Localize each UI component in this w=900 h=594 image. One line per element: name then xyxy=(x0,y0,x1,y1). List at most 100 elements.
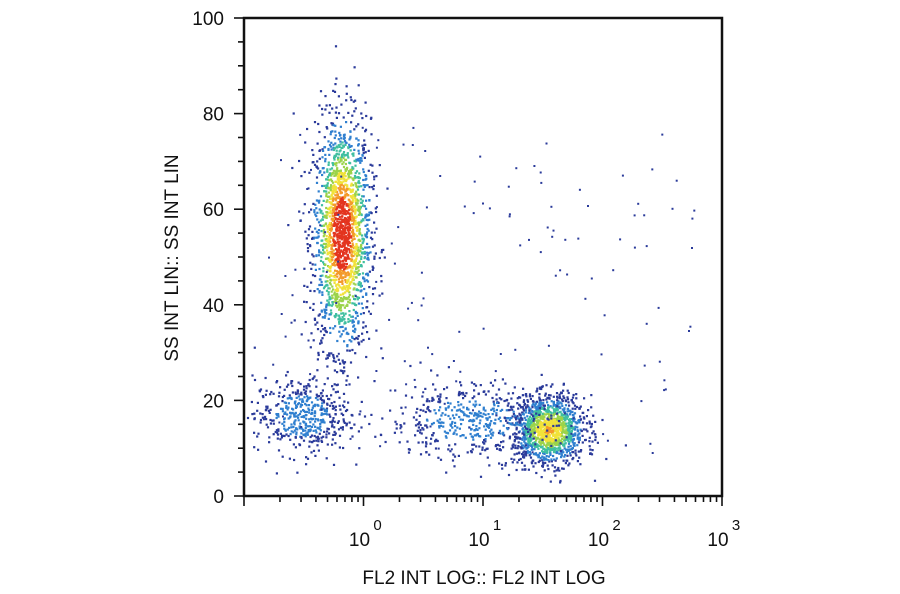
data-point xyxy=(321,252,324,255)
data-point xyxy=(293,402,296,405)
data-point xyxy=(555,424,558,427)
data-point xyxy=(547,406,550,410)
data-point xyxy=(289,412,292,415)
data-point xyxy=(555,447,558,450)
data-point xyxy=(258,389,261,392)
data-point xyxy=(526,400,530,403)
data-point xyxy=(578,456,581,459)
data-point xyxy=(568,404,571,407)
data-point xyxy=(532,465,535,468)
data-point xyxy=(319,90,323,93)
data-point xyxy=(306,457,310,460)
data-point xyxy=(316,395,319,398)
data-point xyxy=(354,221,357,224)
data-point xyxy=(334,214,337,217)
data-point xyxy=(417,319,420,322)
data-point xyxy=(350,269,353,272)
data-point xyxy=(469,432,472,436)
data-point xyxy=(485,417,488,420)
data-point xyxy=(325,433,328,436)
data-point xyxy=(350,246,353,249)
data-point xyxy=(535,444,538,447)
data-point xyxy=(489,381,492,384)
data-point xyxy=(361,199,364,202)
data-point xyxy=(290,430,293,433)
data-point xyxy=(334,185,337,188)
data-point xyxy=(337,156,340,159)
data-point xyxy=(341,209,344,212)
data-point xyxy=(515,468,518,472)
data-point xyxy=(289,433,292,436)
data-point xyxy=(343,258,346,261)
data-point xyxy=(458,408,461,411)
data-point xyxy=(561,435,564,438)
data-point xyxy=(420,304,423,307)
data-point xyxy=(649,442,652,445)
data-point xyxy=(329,279,333,282)
data-point xyxy=(529,415,532,418)
data-point xyxy=(311,406,314,409)
data-point xyxy=(351,214,354,217)
data-point xyxy=(576,434,579,437)
data-point xyxy=(458,415,461,419)
data-point xyxy=(566,438,569,441)
data-point xyxy=(344,235,347,238)
data-point xyxy=(537,434,540,437)
data-point xyxy=(520,444,524,447)
data-point xyxy=(327,428,330,431)
data-point xyxy=(315,230,318,233)
data-point xyxy=(539,443,542,446)
data-point xyxy=(342,252,345,255)
data-point xyxy=(560,431,564,434)
data-point xyxy=(330,201,333,204)
data-point xyxy=(351,242,354,245)
data-point xyxy=(326,269,329,272)
data-point xyxy=(306,250,310,253)
data-point xyxy=(688,330,690,332)
data-point xyxy=(527,426,530,429)
data-point xyxy=(416,407,419,410)
data-point xyxy=(478,427,481,430)
data-point xyxy=(325,126,328,129)
data-point xyxy=(269,408,272,411)
data-point xyxy=(313,415,316,418)
data-point xyxy=(401,412,404,415)
data-point xyxy=(318,208,321,211)
data-point xyxy=(590,406,593,409)
data-point xyxy=(356,225,359,228)
data-point xyxy=(537,447,540,450)
data-point xyxy=(342,254,345,257)
data-point xyxy=(539,421,542,424)
data-point xyxy=(479,419,482,422)
data-point xyxy=(352,282,355,285)
data-point xyxy=(550,444,553,448)
data-point xyxy=(494,370,497,373)
data-point xyxy=(534,446,537,449)
data-point xyxy=(342,236,345,239)
data-point xyxy=(543,418,546,421)
data-point xyxy=(365,273,368,276)
data-point xyxy=(286,413,289,416)
data-point xyxy=(661,133,664,136)
data-point xyxy=(541,416,544,419)
data-point xyxy=(325,436,328,439)
data-point xyxy=(566,454,569,457)
data-point xyxy=(300,404,304,407)
data-point xyxy=(336,240,339,243)
data-point xyxy=(350,172,353,175)
data-point xyxy=(513,414,517,417)
data-point xyxy=(326,377,329,380)
data-point xyxy=(360,255,363,258)
data-point xyxy=(548,422,551,425)
data-point xyxy=(535,408,538,411)
data-point xyxy=(312,404,315,407)
data-point xyxy=(339,286,342,289)
data-point xyxy=(446,401,450,404)
data-point xyxy=(439,393,442,396)
data-point xyxy=(335,226,338,229)
data-point xyxy=(529,442,532,446)
data-point xyxy=(444,407,447,410)
data-point xyxy=(524,444,527,447)
data-point xyxy=(516,417,520,420)
data-point xyxy=(544,394,547,397)
